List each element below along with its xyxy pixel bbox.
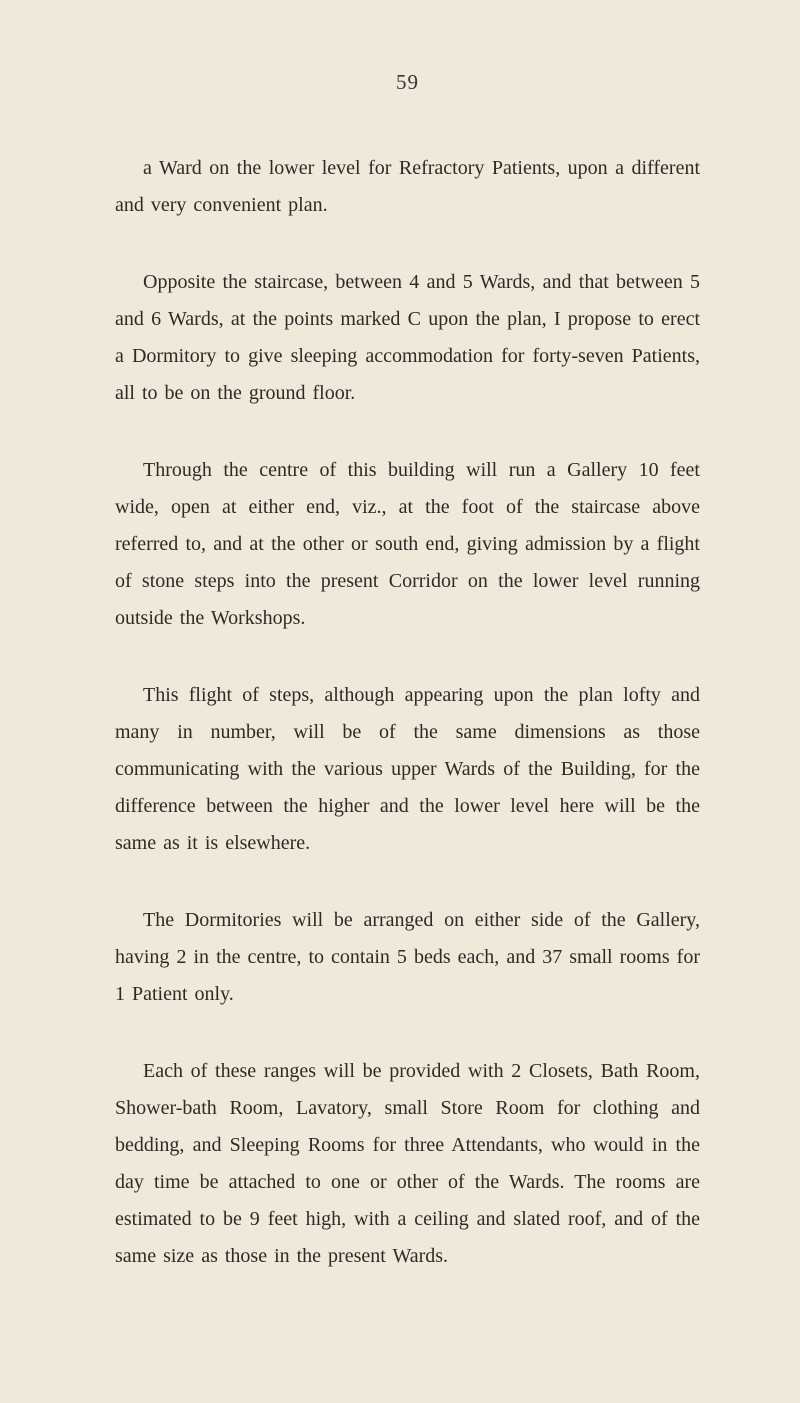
document-page: 59 a Ward on the lower level for Refract… [0, 0, 800, 1403]
paragraph: This flight of steps, although appearing… [115, 677, 700, 862]
paragraph: a Ward on the lower level for Refractory… [115, 150, 700, 224]
paragraph: Each of these ranges will be provided wi… [115, 1053, 700, 1275]
paragraph: Opposite the staircase, between 4 and 5 … [115, 264, 700, 412]
page-number: 59 [115, 70, 700, 95]
paragraph: Through the centre of this building will… [115, 452, 700, 637]
paragraph: The Dormitories will be arranged on eith… [115, 902, 700, 1013]
